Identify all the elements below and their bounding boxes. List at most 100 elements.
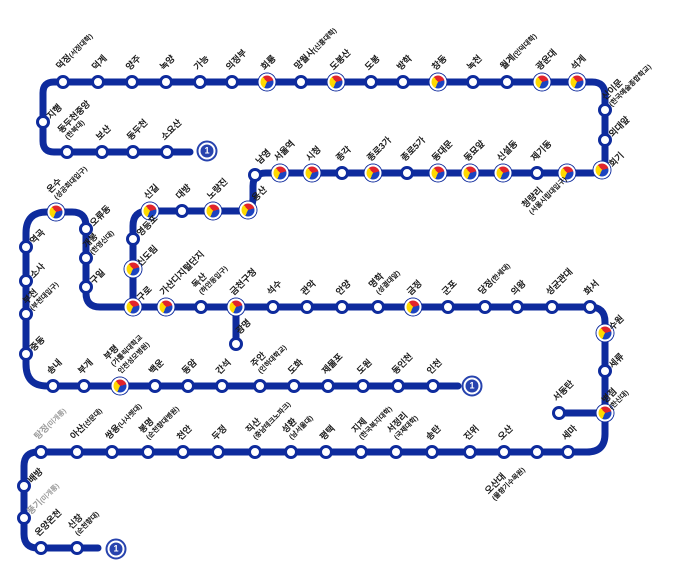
transfer-station-marker[interactable] <box>596 404 614 422</box>
station-marker[interactable] <box>500 75 514 89</box>
station-marker[interactable] <box>598 133 612 147</box>
station-marker[interactable] <box>17 479 31 493</box>
station-marker[interactable] <box>478 300 492 314</box>
station-marker[interactable] <box>126 232 140 246</box>
station-marker[interactable] <box>70 445 84 459</box>
station-marker[interactable] <box>79 251 93 265</box>
station-marker[interactable] <box>34 445 48 459</box>
transfer-station-marker[interactable] <box>429 73 447 91</box>
station-marker[interactable] <box>321 379 335 393</box>
transfer-station-marker[interactable] <box>364 164 382 182</box>
transfer-station-marker[interactable] <box>157 298 175 316</box>
station-marker[interactable] <box>17 511 31 525</box>
station-marker[interactable] <box>229 337 243 351</box>
station-marker[interactable] <box>160 145 174 159</box>
station-marker[interactable] <box>545 300 559 314</box>
transfer-station-marker[interactable] <box>494 164 512 182</box>
transfer-station-marker[interactable] <box>568 73 586 91</box>
station-marker[interactable] <box>371 300 385 314</box>
station-marker[interactable] <box>287 379 301 393</box>
station-marker[interactable] <box>354 445 368 459</box>
station-marker[interactable] <box>95 145 109 159</box>
station-marker[interactable] <box>364 75 378 89</box>
transfer-station-marker[interactable] <box>596 324 614 342</box>
station-marker[interactable] <box>466 75 480 89</box>
station-marker[interactable] <box>266 300 280 314</box>
transfer-station-marker[interactable] <box>558 164 576 182</box>
station-marker[interactable] <box>176 445 190 459</box>
station-marker[interactable] <box>19 347 33 361</box>
transfer-station-marker[interactable] <box>227 298 245 316</box>
station-marker[interactable] <box>598 103 612 117</box>
station-marker[interactable] <box>225 75 239 89</box>
station-marker[interactable] <box>77 379 91 393</box>
station-marker[interactable] <box>105 445 119 459</box>
station-marker[interactable] <box>598 364 612 378</box>
transfer-station-marker[interactable] <box>429 164 447 182</box>
transfer-station-marker[interactable] <box>533 73 551 91</box>
station-marker[interactable] <box>319 445 333 459</box>
transfer-station-marker[interactable] <box>47 203 65 221</box>
station-marker[interactable] <box>215 379 229 393</box>
station-marker[interactable] <box>159 75 173 89</box>
station-marker[interactable] <box>34 541 48 555</box>
station-marker[interactable] <box>426 379 440 393</box>
station-marker[interactable] <box>425 445 439 459</box>
station-marker[interactable] <box>530 166 544 180</box>
transfer-station-marker[interactable] <box>141 202 159 220</box>
transfer-station-marker[interactable] <box>124 298 142 316</box>
transfer-station-marker[interactable] <box>303 164 321 182</box>
station-marker[interactable] <box>91 75 105 89</box>
station-marker[interactable] <box>396 75 410 89</box>
station-marker[interactable] <box>36 115 50 129</box>
station-marker[interactable] <box>181 379 195 393</box>
station-marker[interactable] <box>356 379 370 393</box>
station-marker[interactable] <box>530 445 544 459</box>
station-marker[interactable] <box>211 445 225 459</box>
station-marker[interactable] <box>284 445 298 459</box>
station-marker[interactable] <box>300 300 314 314</box>
station-marker[interactable] <box>400 166 414 180</box>
station-marker[interactable] <box>248 168 262 182</box>
station-marker[interactable] <box>141 445 155 459</box>
station-marker[interactable] <box>56 75 70 89</box>
station-marker[interactable] <box>125 75 139 89</box>
station-marker[interactable] <box>389 445 403 459</box>
transfer-station-marker[interactable] <box>239 201 257 219</box>
transfer-station-marker[interactable] <box>204 202 222 220</box>
transfer-station-marker[interactable] <box>404 298 422 316</box>
station-marker[interactable] <box>19 307 33 321</box>
station-marker[interactable] <box>148 379 162 393</box>
transfer-station-marker[interactable] <box>327 73 345 91</box>
transfer-station-marker[interactable] <box>111 377 129 395</box>
station-marker[interactable] <box>193 75 207 89</box>
station-marker[interactable] <box>294 75 308 89</box>
station-marker[interactable] <box>463 445 477 459</box>
station-marker[interactable] <box>441 300 455 314</box>
transfer-station-marker[interactable] <box>124 260 142 278</box>
station-marker[interactable] <box>194 300 208 314</box>
station-marker[interactable] <box>335 166 349 180</box>
station-marker[interactable] <box>335 300 349 314</box>
station-marker[interactable] <box>248 445 262 459</box>
station-marker[interactable] <box>46 379 60 393</box>
transfer-station-marker[interactable] <box>461 164 479 182</box>
station-marker[interactable] <box>79 222 93 236</box>
station-marker[interactable] <box>126 145 140 159</box>
station-marker[interactable] <box>497 445 511 459</box>
station-marker[interactable] <box>19 240 33 254</box>
station-marker[interactable] <box>561 445 575 459</box>
station-marker[interactable] <box>79 280 93 294</box>
station-marker[interactable] <box>391 379 405 393</box>
station-marker[interactable] <box>583 300 597 314</box>
station-marker[interactable] <box>253 379 267 393</box>
station-marker[interactable] <box>552 406 566 420</box>
transfer-station-marker[interactable] <box>593 161 611 179</box>
transfer-station-marker[interactable] <box>271 164 289 182</box>
station-marker[interactable] <box>19 274 33 288</box>
station-marker[interactable] <box>175 204 189 218</box>
station-marker[interactable] <box>60 145 74 159</box>
station-marker[interactable] <box>70 541 84 555</box>
station-marker[interactable] <box>510 300 524 314</box>
transfer-station-marker[interactable] <box>258 73 276 91</box>
